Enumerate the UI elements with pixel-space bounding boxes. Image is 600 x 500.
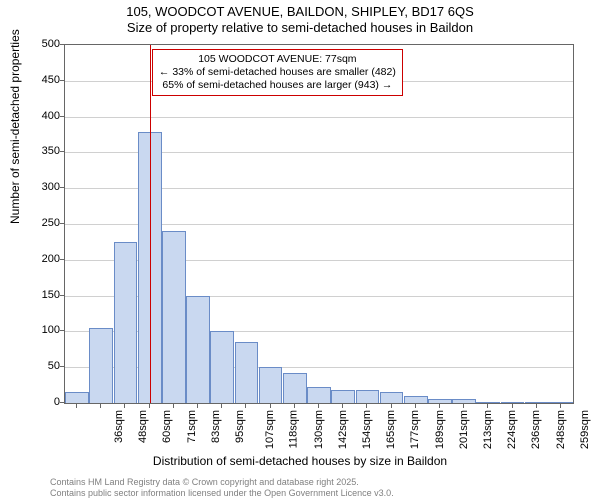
- histogram-bar: [525, 402, 549, 403]
- property-marker-line: [150, 45, 151, 403]
- histogram-bar: [452, 399, 476, 403]
- histogram-bar: [476, 402, 500, 403]
- footer-line-2: Contains public sector information licen…: [50, 488, 394, 498]
- x-tick-mark: [294, 404, 295, 408]
- y-tick-label: 50: [20, 360, 60, 372]
- histogram-bar: [404, 396, 428, 403]
- x-tick-label: 154sqm: [361, 410, 373, 449]
- y-tick-mark: [60, 116, 64, 117]
- x-tick-mark: [245, 404, 246, 408]
- y-axis-label: Number of semi-detached properties: [8, 29, 22, 224]
- x-tick-label: 201sqm: [458, 410, 470, 449]
- x-tick-mark: [391, 404, 392, 408]
- y-tick-mark: [60, 402, 64, 403]
- x-tick-label: 36sqm: [113, 410, 125, 443]
- histogram-bar: [89, 328, 113, 403]
- x-tick-label: 142sqm: [337, 410, 349, 449]
- x-tick-mark: [124, 404, 125, 408]
- annotation-line-2: ← 33% of semi-detached houses are smalle…: [159, 66, 396, 79]
- histogram-bar: [428, 399, 452, 403]
- histogram-bar: [235, 342, 259, 403]
- x-tick-mark: [487, 404, 488, 408]
- y-tick-mark: [60, 366, 64, 367]
- y-tick-mark: [60, 187, 64, 188]
- y-tick-label: 450: [20, 74, 60, 86]
- x-tick-mark: [318, 404, 319, 408]
- histogram-bar: [162, 231, 186, 403]
- y-tick-mark: [60, 151, 64, 152]
- y-tick-label: 200: [20, 253, 60, 265]
- x-tick-mark: [100, 404, 101, 408]
- x-tick-label: 177sqm: [410, 410, 422, 449]
- x-tick-mark: [463, 404, 464, 408]
- y-tick-mark: [60, 44, 64, 45]
- histogram-bar: [283, 373, 307, 403]
- histogram-bar: [380, 392, 404, 403]
- x-tick-mark: [512, 404, 513, 408]
- x-tick-label: 71sqm: [186, 410, 198, 443]
- gridline: [65, 117, 573, 118]
- x-tick-mark: [173, 404, 174, 408]
- chart-title-block: 105, WOODCOT AVENUE, BAILDON, SHIPLEY, B…: [0, 0, 600, 37]
- y-tick-label: 0: [20, 396, 60, 408]
- y-tick-mark: [60, 295, 64, 296]
- x-tick-mark: [415, 404, 416, 408]
- x-tick-label: 259sqm: [579, 410, 591, 449]
- y-tick-label: 350: [20, 145, 60, 157]
- histogram-bar: [65, 392, 89, 403]
- x-tick-label: 118sqm: [288, 410, 300, 448]
- y-tick-label: 500: [20, 38, 60, 50]
- y-tick-label: 100: [20, 324, 60, 336]
- x-tick-label: 130sqm: [313, 410, 325, 449]
- x-tick-mark: [439, 404, 440, 408]
- histogram-bar: [259, 367, 283, 403]
- x-tick-mark: [366, 404, 367, 408]
- y-tick-label: 250: [20, 217, 60, 229]
- y-tick-label: 300: [20, 181, 60, 193]
- x-tick-label: 48sqm: [137, 410, 149, 443]
- y-tick-mark: [60, 80, 64, 81]
- histogram-bar: [210, 331, 234, 403]
- x-tick-label: 189sqm: [434, 410, 446, 449]
- annotation-line-1: 105 WOODCOT AVENUE: 77sqm: [159, 53, 396, 66]
- x-tick-mark: [342, 404, 343, 408]
- title-line-2: Size of property relative to semi-detach…: [0, 20, 600, 36]
- x-tick-label: 236sqm: [530, 410, 542, 449]
- x-tick-mark: [536, 404, 537, 408]
- x-tick-mark: [221, 404, 222, 408]
- title-line-1: 105, WOODCOT AVENUE, BAILDON, SHIPLEY, B…: [0, 4, 600, 20]
- y-tick-label: 400: [20, 110, 60, 122]
- histogram-bar: [356, 390, 380, 403]
- histogram-bar: [501, 402, 525, 403]
- attribution-footer: Contains HM Land Registry data © Crown c…: [50, 477, 394, 498]
- annotation-line-3: 65% of semi-detached houses are larger (…: [159, 79, 396, 92]
- x-tick-label: 224sqm: [506, 410, 518, 449]
- y-tick-mark: [60, 259, 64, 260]
- x-tick-label: 107sqm: [264, 410, 276, 449]
- x-tick-mark: [197, 404, 198, 408]
- histogram-bar: [549, 402, 573, 403]
- x-tick-label: 248sqm: [555, 410, 567, 449]
- x-tick-label: 95sqm: [234, 410, 246, 443]
- x-tick-label: 213sqm: [482, 410, 494, 449]
- x-axis-label: Distribution of semi-detached houses by …: [0, 454, 600, 468]
- x-tick-label: 60sqm: [162, 410, 174, 443]
- x-tick-mark: [270, 404, 271, 408]
- x-tick-mark: [76, 404, 77, 408]
- y-tick-label: 150: [20, 289, 60, 301]
- x-tick-label: 165sqm: [385, 410, 397, 449]
- histogram-bar: [331, 390, 355, 403]
- x-tick-label: 83sqm: [210, 410, 222, 443]
- histogram-plot-area: 105 WOODCOT AVENUE: 77sqm ← 33% of semi-…: [64, 44, 574, 404]
- x-tick-mark: [560, 404, 561, 408]
- histogram-bar: [186, 296, 210, 403]
- histogram-bar: [307, 387, 331, 403]
- x-tick-mark: [149, 404, 150, 408]
- footer-line-1: Contains HM Land Registry data © Crown c…: [50, 477, 394, 487]
- histogram-bar: [114, 242, 138, 403]
- y-tick-mark: [60, 330, 64, 331]
- property-annotation-box: 105 WOODCOT AVENUE: 77sqm ← 33% of semi-…: [152, 49, 403, 96]
- y-tick-mark: [60, 223, 64, 224]
